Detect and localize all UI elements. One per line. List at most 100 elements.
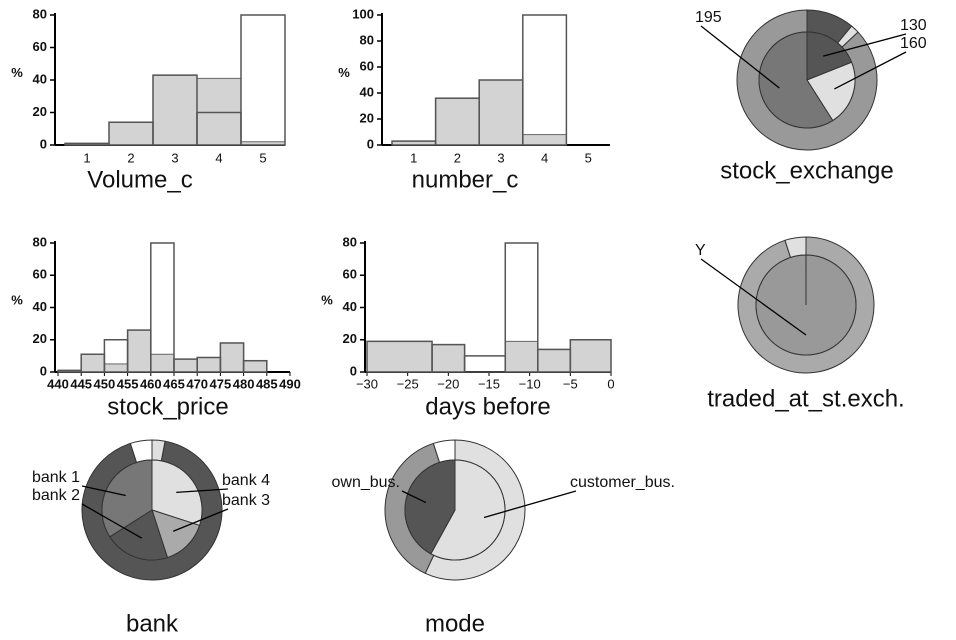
slice-label: customer_bus. — [570, 474, 675, 491]
chart-title: mode — [425, 610, 485, 637]
leader-line — [401, 490, 427, 504]
y-tick-label: 80 — [343, 234, 357, 249]
x-tick-label: 3 — [171, 150, 178, 165]
bar — [435, 97, 480, 146]
slice-label: 195 — [695, 9, 722, 26]
x-tick-label: 1 — [83, 150, 90, 165]
y-tick-label: 20 — [360, 110, 374, 125]
x-tick-label: −5 — [563, 376, 578, 391]
leader-line — [81, 485, 126, 497]
x-tick-label: −25 — [397, 376, 419, 391]
bar — [463, 355, 507, 373]
x-tick-label: 5 — [585, 150, 592, 165]
bar — [242, 359, 268, 373]
y-tick-label: 0 — [350, 363, 357, 378]
y-tick-label: 40 — [343, 299, 357, 314]
chart-title: stock_exchange — [720, 157, 893, 184]
y-tick-label: 40 — [33, 299, 47, 314]
x-tick-label: 450 — [94, 376, 116, 391]
bar — [504, 340, 539, 373]
y-axis-label: % — [321, 292, 333, 307]
pie-slice — [755, 254, 857, 356]
slice-label: bank 1 — [32, 469, 80, 486]
x-tick-label: 470 — [186, 376, 208, 391]
leader-line — [483, 490, 577, 519]
bar — [103, 363, 129, 373]
x-tick-label: 4 — [541, 150, 548, 165]
y-tick-label: 0 — [40, 363, 47, 378]
x-tick-label: −10 — [519, 376, 541, 391]
leader-line — [700, 25, 780, 89]
y-axis-label: % — [11, 65, 23, 80]
pie-slice — [758, 31, 834, 129]
x-tick-label: 1 — [410, 150, 417, 165]
y-tick-label: 0 — [367, 136, 374, 151]
y-tick-label: 60 — [33, 267, 47, 282]
x-tick-label: 2 — [127, 150, 134, 165]
slice-label: bank 3 — [222, 492, 270, 509]
x-tick-label: 465 — [163, 376, 185, 391]
bar — [127, 329, 152, 373]
y-tick-label: 80 — [33, 6, 47, 21]
bar — [243, 360, 268, 373]
bar — [522, 14, 568, 146]
leader-line — [172, 508, 229, 532]
leader-line — [176, 488, 229, 494]
bar — [80, 353, 105, 373]
x-tick-label: 5 — [259, 150, 266, 165]
bar — [196, 77, 242, 146]
bar — [150, 242, 175, 373]
bar — [219, 342, 245, 373]
y-tick-label: 60 — [360, 58, 374, 73]
x-tick-label: 490 — [279, 376, 301, 391]
pie-slice — [404, 459, 456, 555]
y-tick-label: 100 — [352, 6, 374, 21]
bar — [108, 121, 154, 146]
y-axis-label: % — [11, 292, 23, 307]
chart-title: days before — [425, 393, 550, 420]
y-tick-label: 80 — [360, 32, 374, 47]
x-tick-label: 455 — [117, 376, 139, 391]
bar — [196, 356, 221, 373]
x-tick-label: 460 — [140, 376, 162, 391]
pie-slice — [806, 31, 853, 81]
bar — [431, 344, 466, 373]
bar — [219, 342, 245, 373]
chart-title: Volume_c — [87, 166, 192, 193]
x-tick-label: 4 — [215, 150, 222, 165]
y-tick-label: 60 — [33, 39, 47, 54]
x-tick-label: −30 — [356, 376, 378, 391]
pie-slice — [101, 459, 153, 538]
y-tick-label: 20 — [33, 104, 47, 119]
x-tick-label: −20 — [437, 376, 459, 391]
bar — [240, 14, 286, 146]
leader-line — [834, 51, 907, 90]
y-tick-label: 80 — [33, 234, 47, 249]
y-tick-label: 40 — [33, 71, 47, 86]
slice-label: own_bus. — [332, 474, 401, 491]
bar — [537, 348, 571, 373]
x-tick-label: 440 — [47, 376, 69, 391]
bar — [522, 134, 567, 146]
slice-label: bank 2 — [32, 487, 80, 504]
bar — [152, 74, 198, 146]
bar — [366, 340, 433, 373]
y-tick-label: 20 — [343, 331, 357, 346]
x-tick-label: −15 — [478, 376, 500, 391]
x-tick-label: 3 — [497, 150, 504, 165]
bar — [569, 339, 612, 373]
x-tick-label: 475 — [210, 376, 232, 391]
bar — [478, 79, 524, 146]
y-tick-label: 0 — [40, 136, 47, 151]
y-tick-label: 60 — [343, 267, 357, 282]
bar — [150, 353, 175, 373]
pie-slice — [109, 509, 169, 561]
bar — [504, 242, 539, 373]
chart-title: traded_at_st.exch. — [707, 385, 904, 412]
x-tick-label: 485 — [256, 376, 278, 391]
chart-title: stock_price — [107, 393, 228, 420]
slice-label: Y — [695, 242, 706, 259]
pie-slice — [806, 61, 856, 122]
bar — [569, 339, 612, 373]
